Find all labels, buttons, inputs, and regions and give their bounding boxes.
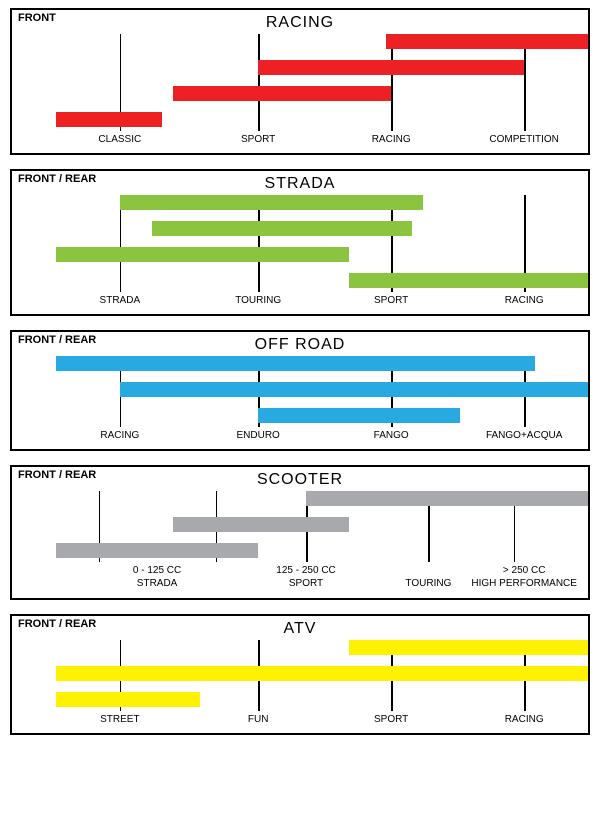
bar [56,692,200,707]
x-label: TOURING [235,294,281,307]
x-label: CLASSIC [98,133,141,146]
chart-root: FRONTRACINGDSDCRSDCCCLASSICSPORTRACINGCO… [10,8,590,735]
bar [56,356,535,371]
x-label: RACING [100,429,139,442]
x-label: 125 - 250 CCSPORT [276,564,335,590]
panel: FRONT / REARATV RSI SI ATS STREET FUN SPORT RAC… [10,614,590,735]
chart-row: SI [56,666,588,681]
corner-label: FRONT / REAR [18,618,96,630]
chart-row: HS/LS [56,221,588,236]
panel-title: ATV [12,620,588,638]
chart-row: DS [56,34,588,49]
corner-label: FRONT / REAR [18,334,96,346]
panel: FRONT / REARSCOOTER MS CT HF 0 - 125 CCSTRAD… [10,465,590,600]
x-label: SPORT [241,133,275,146]
bar [56,666,588,681]
x-label: COMPETITION [489,133,558,146]
bar [56,543,258,558]
bar [120,382,588,397]
x-label: > 250 CCHIGH PERFORMANCE [471,564,577,590]
bar [306,491,588,506]
chart-body: SP/LS HS/LS HF/HF RS/LS STRADA TOURING SPORT RA… [12,195,588,308]
chart-row: HF/HF [56,247,588,262]
chart-row: ATS [56,692,588,707]
corner-label: FRONT [18,12,56,24]
x-label: RACING [505,713,544,726]
panel: FRONT / REAROFF ROAD RSI SI CS RACING ENDURO F… [10,330,590,451]
chart-row: HF [56,543,588,558]
chart-row: RS/LS [56,273,588,288]
chart-row: MS [56,491,588,506]
bar [56,112,162,127]
chart-plot: MS CT HF [56,491,588,562]
x-axis-labels: STREET FUN SPORT RACING [56,713,588,727]
corner-label: FRONT / REAR [18,173,96,185]
chart-plot: SP/LS HS/LS HF/HF RS/LS [56,195,588,292]
panel-title: STRADA [12,175,588,193]
x-axis-labels: CLASSIC SPORT RACING COMPETITION [56,133,588,147]
bar [120,195,423,210]
panel-title: RACING [12,14,588,32]
x-label: SPORT [374,713,408,726]
chart-plot: DS DC RS DCC [56,34,588,131]
bar [258,408,460,423]
chart-body: MSCTHF0 - 125 CCSTRADA125 - 250 CCSPORT … [12,491,588,592]
chart-plot: RSI SI CS [56,356,588,427]
bar [56,247,349,262]
chart-plot: RSI SI ATS [56,640,588,711]
x-label: RACING [372,133,411,146]
chart-row: RSI [56,356,588,371]
chart-row: SI [56,382,588,397]
chart-row: CS [56,408,588,423]
chart-row: CT [56,517,588,532]
x-label: ENDURO [236,429,279,442]
bar [386,34,588,49]
x-label: FUN [248,713,269,726]
panel: FRONT / REARSTRADASP/LSHS/LSHF/HFRS/LSST… [10,169,590,316]
bar [258,60,524,75]
chart-row: RS [56,86,588,101]
bar [173,517,349,532]
bar [349,273,588,288]
bar [152,221,413,236]
corner-label: FRONT / REAR [18,469,96,481]
x-label: FANGO+ACQUA [486,429,562,442]
chart-row: SP/LS [56,195,588,210]
x-label: STREET [100,713,139,726]
x-label: TOURING [405,564,451,590]
x-label: SPORT [374,294,408,307]
bar [349,640,588,655]
x-label: RACING [505,294,544,307]
chart-row: RSI [56,640,588,655]
chart-row: DC [56,60,588,75]
bar [173,86,391,101]
x-label: STRADA [100,294,141,307]
chart-body: RSI SI CS RACING ENDURO FANGO FANGO+ACQUA [12,356,588,443]
chart-row: DCC [56,112,588,127]
x-axis-labels: STRADA TOURING SPORT RACING [56,294,588,308]
panel: FRONTRACINGDSDCRSDCCCLASSICSPORTRACINGCO… [10,8,590,155]
x-axis-labels: 0 - 125 CCSTRADA 125 - 250 CCSPORT TOURIN… [56,564,588,592]
panel-title: OFF ROAD [12,336,588,354]
x-axis-labels: RACING ENDURO FANGO FANGO+ACQUA [56,429,588,443]
x-label: 0 - 125 CCSTRADA [133,564,181,590]
x-label: FANGO [374,429,409,442]
chart-body: DS DC RS DCC CLASSIC SPORT RACING COMPETITION [12,34,588,147]
chart-body: RSI SI ATS STREET FUN SPORT RACING [12,640,588,727]
panel-title: SCOOTER [12,471,588,489]
